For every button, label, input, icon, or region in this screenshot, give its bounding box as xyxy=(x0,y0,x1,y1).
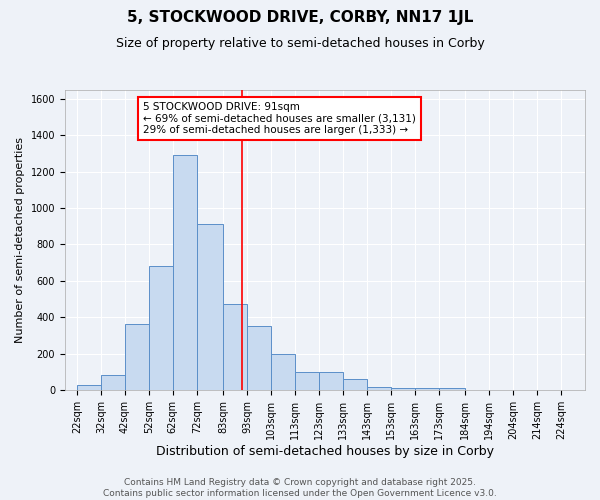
Bar xyxy=(271,354,295,390)
Y-axis label: Number of semi-detached properties: Number of semi-detached properties xyxy=(15,137,25,343)
Bar xyxy=(247,326,271,390)
Bar xyxy=(125,324,149,390)
Text: 5, STOCKWOOD DRIVE, CORBY, NN17 1JL: 5, STOCKWOOD DRIVE, CORBY, NN17 1JL xyxy=(127,10,473,25)
Text: Size of property relative to semi-detached houses in Corby: Size of property relative to semi-detach… xyxy=(116,38,484,51)
X-axis label: Distribution of semi-detached houses by size in Corby: Distribution of semi-detached houses by … xyxy=(156,444,494,458)
Bar xyxy=(391,388,415,390)
Bar xyxy=(197,224,223,390)
Bar xyxy=(415,388,439,390)
Bar xyxy=(295,372,319,390)
Bar xyxy=(77,386,101,390)
Text: Contains HM Land Registry data © Crown copyright and database right 2025.
Contai: Contains HM Land Registry data © Crown c… xyxy=(103,478,497,498)
Bar xyxy=(367,387,391,390)
Bar xyxy=(319,372,343,390)
Bar xyxy=(149,266,173,390)
Bar xyxy=(343,379,367,390)
Bar xyxy=(439,388,465,390)
Bar xyxy=(223,304,247,390)
Bar xyxy=(173,156,197,390)
Text: 5 STOCKWOOD DRIVE: 91sqm
← 69% of semi-detached houses are smaller (3,131)
29% o: 5 STOCKWOOD DRIVE: 91sqm ← 69% of semi-d… xyxy=(143,102,416,135)
Bar xyxy=(101,376,125,390)
